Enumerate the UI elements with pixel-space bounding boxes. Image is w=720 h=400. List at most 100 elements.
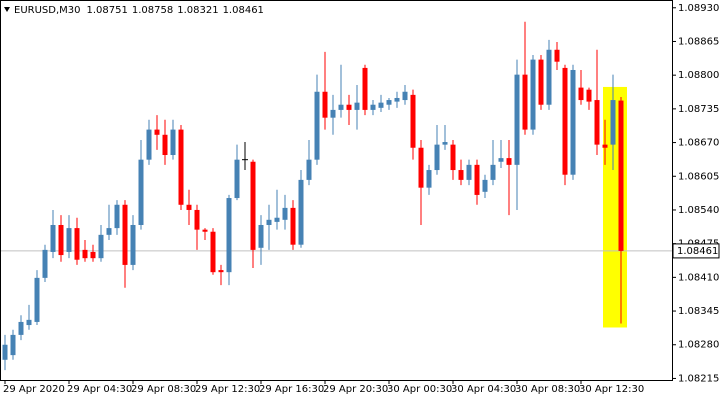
candle-body [498, 158, 504, 162]
candle-body [258, 224, 264, 248]
candle-body [34, 277, 40, 322]
candle-body [514, 74, 520, 165]
y-tick-label: 1.08280 [678, 340, 719, 351]
x-tick-label: 29 Apr 16:30 [259, 384, 324, 395]
candle-body [42, 249, 48, 278]
candle-body [554, 49, 560, 62]
candle-body [594, 100, 600, 145]
candle-body [386, 100, 392, 105]
candle-body [506, 158, 512, 165]
y-tick-label: 1.08410 [678, 272, 719, 283]
candle-body [490, 164, 496, 180]
y-tick-label: 1.08345 [678, 306, 719, 317]
candle-body [26, 319, 32, 326]
header: EURUSD,M30 1.08751 1.08758 1.08321 1.08461 [14, 5, 264, 16]
candle-body [130, 224, 136, 265]
y-tick-label: 1.08215 [678, 373, 719, 384]
candle-body [290, 207, 296, 245]
candle-body [378, 102, 384, 108]
x-tick-label: 29 Apr 2020 [3, 384, 65, 395]
header-open: 1.08751 [86, 5, 127, 16]
y-tick-label: 1.08605 [678, 171, 719, 182]
candle-body [114, 204, 120, 229]
candle-body [426, 170, 432, 188]
symbol-icon [4, 7, 10, 12]
x-tick-label: 30 Apr 04:30 [451, 384, 516, 395]
candle-body [170, 129, 176, 156]
candle-body [466, 164, 472, 180]
x-tick-label: 30 Apr 08:30 [515, 384, 580, 395]
candle-body [250, 161, 256, 250]
header-close: 1.08461 [223, 5, 264, 16]
candle-body [338, 104, 344, 110]
candle-body [98, 234, 104, 259]
candle-body [538, 59, 544, 105]
current-price-label: 1.08461 [677, 246, 718, 257]
candle-body [178, 129, 184, 205]
candle-body [50, 224, 56, 252]
candle-body [82, 249, 88, 259]
candle-body [90, 251, 96, 259]
x-tick-label: 30 Apr 00:30 [387, 384, 452, 395]
header-high: 1.08758 [132, 5, 173, 16]
x-tick-label: 29 Apr 12:30 [195, 384, 260, 395]
candle-body [418, 147, 424, 188]
candle-body [402, 91, 408, 101]
candle-body [410, 94, 416, 148]
candle-body [394, 97, 400, 102]
header-low: 1.08321 [177, 5, 218, 16]
x-tick-label: 29 Apr 04:30 [67, 384, 132, 395]
candle-body [162, 134, 168, 156]
plot-frame [0, 0, 673, 381]
candle-body [58, 224, 64, 256]
candle-body [578, 87, 584, 101]
candle-body [282, 207, 288, 220]
candle-body [226, 198, 232, 273]
candle-body [522, 74, 528, 130]
candle-body [106, 228, 112, 235]
symbol: EURUSD,M30 [14, 5, 80, 16]
candle-body [618, 100, 624, 251]
candle-body [274, 217, 280, 222]
x-tick-label: 30 Apr 12:30 [579, 384, 644, 395]
candle-body [546, 49, 552, 105]
candle-body [306, 159, 312, 180]
candle-body [586, 89, 592, 102]
x-tick-label: 29 Apr 20:30 [323, 384, 388, 395]
candle-body [186, 204, 192, 210]
candle-body [458, 170, 464, 180]
candle-body [218, 270, 224, 273]
candle-body [474, 164, 480, 195]
candle-body [194, 209, 200, 230]
candle-body [298, 179, 304, 245]
y-tick-label: 1.08670 [678, 138, 719, 149]
candle-body [602, 144, 608, 148]
candle-body [122, 204, 128, 265]
x-tick-label: 29 Apr 08:30 [131, 384, 196, 395]
candle-body [146, 129, 152, 160]
candle-body [138, 159, 144, 225]
candle-body [18, 321, 24, 335]
candle-body [74, 228, 80, 260]
candle-body [210, 231, 216, 273]
candle-body [330, 109, 336, 118]
candle-body [370, 104, 376, 110]
y-tick-label: 1.08735 [678, 104, 719, 115]
candle-body [202, 229, 208, 232]
candle-body [354, 102, 360, 110]
candle-body [434, 144, 440, 171]
y-tick-label: 1.08800 [678, 70, 719, 81]
candle-body [154, 129, 160, 135]
candle-body [562, 67, 568, 175]
chart-layer [0, 21, 672, 371]
y-tick-label: 1.08540 [678, 205, 719, 216]
candle-body [362, 67, 368, 110]
candle-body [322, 91, 328, 118]
y-tick-label: 1.08930 [678, 3, 719, 14]
candle-body [482, 179, 488, 192]
candle-body [10, 334, 16, 356]
candle-body [450, 144, 456, 171]
y-tick-label: 1.08865 [678, 36, 719, 47]
